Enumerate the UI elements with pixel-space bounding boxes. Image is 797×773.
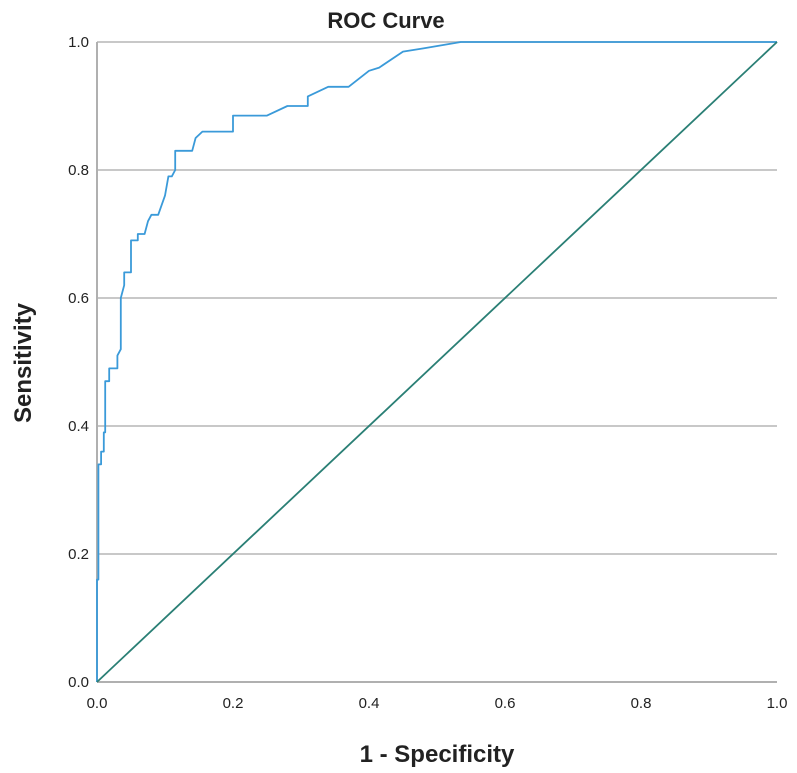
y-tick-label: 0.6 (68, 290, 89, 307)
x-tick-label: 0.2 (223, 695, 244, 712)
axes (96, 42, 777, 683)
x-tick-label: 0.6 (495, 695, 516, 712)
x-ticks: 0.0 0.2 0.4 0.6 0.8 1.0 (87, 695, 788, 712)
x-tick-label: 0.0 (87, 695, 108, 712)
y-tick-label: 0.8 (68, 162, 89, 179)
chart-title: ROC Curve (327, 8, 444, 33)
y-tick-label: 1.0 (68, 34, 89, 51)
y-tick-label: 0.2 (68, 546, 89, 563)
x-axis-label: 1 - Specificity (360, 741, 515, 768)
y-axis-label: Sensitivity (10, 302, 37, 423)
x-tick-label: 0.8 (631, 695, 652, 712)
series-group (96, 41, 778, 683)
y-ticks: 0.0 0.2 0.4 0.6 0.8 1.0 (68, 34, 89, 691)
gridlines (97, 41, 777, 555)
reference-diagonal-line (96, 41, 778, 683)
roc-curve-line (96, 41, 777, 682)
x-tick-label: 1.0 (767, 695, 788, 712)
y-tick-label: 0.4 (68, 418, 89, 435)
y-tick-label: 0.0 (68, 674, 89, 691)
x-tick-label: 0.4 (359, 695, 380, 712)
